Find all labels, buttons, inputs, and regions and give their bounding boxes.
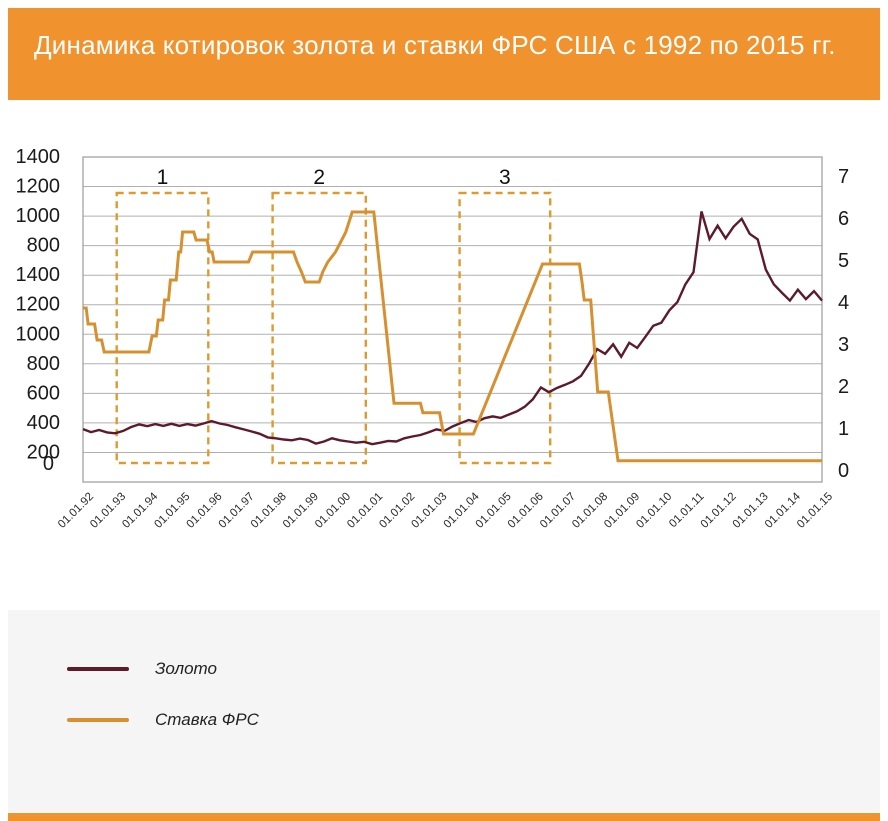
annotation-box-2 <box>271 191 368 465</box>
y-axis-left-label: 1400 <box>16 146 61 168</box>
y-axis-left-label: 1200 <box>16 176 61 198</box>
y-axis-left-label: 400 <box>27 412 60 434</box>
line-chart: 1400120010008001400120010008006004002000… <box>16 146 850 531</box>
y-axis-right-label: 3 <box>838 334 849 356</box>
y-axis-left-label: 1400 <box>16 264 61 286</box>
x-axis-date-label: 01.01.15 <box>795 491 835 531</box>
y-axis-left-label: 600 <box>27 382 60 404</box>
fed-rate-line-series <box>83 210 822 463</box>
y-axis-right: 7 6 5 4 3 2 1 0 <box>838 166 849 482</box>
y-axis-left-label: 0 <box>43 453 54 475</box>
legend-item-fed-rate: Ставка ФРС <box>67 709 259 731</box>
y-axis-right-label: 6 <box>838 208 849 230</box>
x-axis: 01.01.9201.01.9301.01.9401.01.9501.01.96… <box>56 490 835 531</box>
y-axis-left-label: 1000 <box>16 205 61 227</box>
y-axis-left-label: 800 <box>27 235 60 257</box>
y-axis-left-label: 1000 <box>16 323 61 345</box>
y-axis-right-label: 2 <box>838 376 849 398</box>
y-axis-right-label: 4 <box>838 292 849 314</box>
y-axis-right-label: 0 <box>838 460 849 482</box>
annotation-label-1: 1 <box>157 166 169 189</box>
annotation-label-3: 3 <box>499 166 511 189</box>
y-axis-right-label: 5 <box>838 250 849 272</box>
y-axis-left-label: 1200 <box>16 294 61 316</box>
annotation-boxes: 1 2 3 <box>115 166 552 465</box>
legend-item-gold: Золото <box>67 658 217 680</box>
chart-header: Динамика котировок золота и ставки ФРС С… <box>8 8 880 100</box>
y-axis-right-label: 1 <box>838 418 849 440</box>
gold-line-series <box>82 211 823 446</box>
y-axis-right-label: 7 <box>838 166 849 188</box>
annotation-box-1 <box>115 191 210 465</box>
x-axis-date-label: 01.01.10 <box>634 491 674 531</box>
legend-label-gold: Золото <box>155 659 217 678</box>
gold-line-swatch <box>67 667 129 671</box>
y-axis-left-label: 200 <box>27 442 60 464</box>
plot-border <box>82 156 823 483</box>
legend-panel: Золото Ставка ФРС <box>8 610 880 812</box>
footer-accent-bar <box>8 813 880 821</box>
gridlines <box>83 186 822 453</box>
legend-label-fed-rate: Ставка ФРС <box>155 710 259 729</box>
y-axis-left-label: 800 <box>27 353 60 375</box>
annotation-label-2: 2 <box>313 166 325 189</box>
chart-title: Динамика котировок золота и ставки ФРС С… <box>34 30 836 60</box>
fed-rate-line-swatch <box>67 718 129 722</box>
